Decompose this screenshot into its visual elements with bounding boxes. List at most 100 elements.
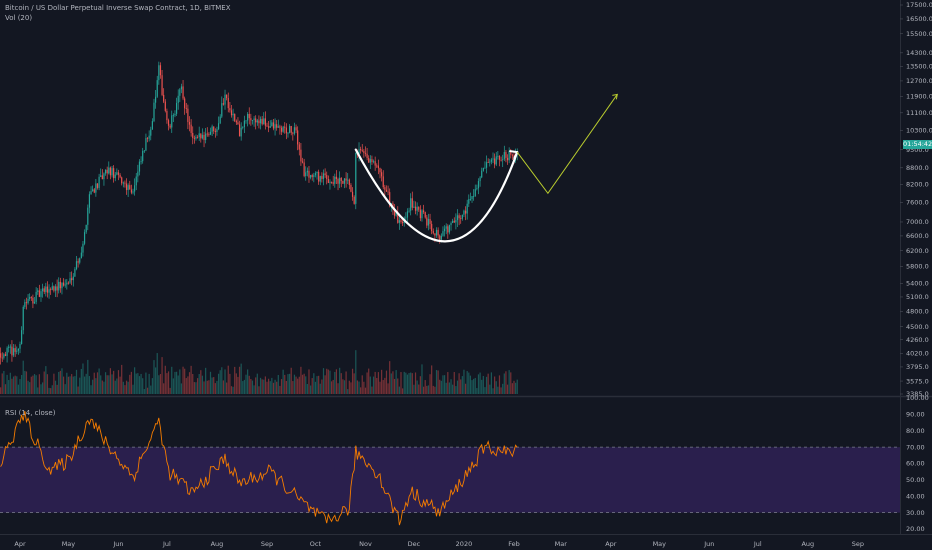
volume-bar <box>443 375 446 394</box>
candle-body <box>280 127 283 132</box>
volume-bar <box>100 375 102 394</box>
candle-body <box>332 182 334 184</box>
volume-bar <box>54 380 57 394</box>
volume-bar <box>295 376 297 394</box>
volume-bar <box>342 379 344 394</box>
candle-body <box>269 126 271 128</box>
volume-bar <box>427 385 430 394</box>
candle-body <box>1 357 3 359</box>
candle-body <box>125 183 128 191</box>
volume-bar <box>432 385 434 394</box>
candle-body <box>318 171 320 182</box>
candle-body <box>479 177 481 182</box>
volume-bar <box>19 379 21 394</box>
rsi-tick-label: 20.00 <box>906 525 925 533</box>
volume-bar <box>101 380 103 394</box>
volume-bar <box>77 386 79 394</box>
volume-bar <box>61 368 63 394</box>
candle-body <box>306 170 308 173</box>
candle-body <box>158 65 160 81</box>
volume-bar <box>71 374 73 394</box>
candle-body <box>276 124 278 128</box>
candle-body <box>104 169 107 174</box>
candle-body <box>145 138 147 151</box>
volume-bar <box>30 376 32 394</box>
candle-body <box>175 102 178 114</box>
price-tick-label: 10300.0 <box>906 127 932 135</box>
volume-bar <box>497 386 499 394</box>
candle-body <box>431 223 433 232</box>
volume-bar <box>510 372 512 394</box>
volume-bar <box>22 360 24 394</box>
candle-body <box>350 184 352 192</box>
candle-body <box>27 298 29 304</box>
candle-body <box>19 343 21 349</box>
candle-body <box>372 161 375 163</box>
volume-bar <box>372 376 375 394</box>
candle-body <box>114 174 116 179</box>
candle-body <box>419 209 421 219</box>
candle-body <box>447 226 449 233</box>
volume-bar <box>347 389 349 394</box>
volume-bar <box>85 373 87 394</box>
volume-bar <box>330 381 333 394</box>
rsi-line <box>0 411 518 526</box>
volume-bar <box>318 375 320 394</box>
candle-body <box>448 225 451 233</box>
volume-bar <box>272 382 275 394</box>
candle-body <box>485 162 488 168</box>
candle-body <box>96 183 99 188</box>
candle-body <box>109 167 112 176</box>
price-tick-label: 17500.0 <box>906 1 932 9</box>
candle-body <box>371 159 373 163</box>
candle-body <box>309 175 312 178</box>
volume-bar <box>361 375 363 394</box>
candle-body <box>156 80 158 97</box>
volume-bar <box>35 375 37 394</box>
candle-body <box>274 124 276 129</box>
volume-bar <box>87 359 89 394</box>
price-tick-label: 6200.0 <box>906 247 929 255</box>
volume-bar <box>397 378 399 394</box>
candle-body <box>38 290 40 297</box>
candle-body <box>255 118 257 123</box>
volume-bar <box>369 376 371 394</box>
volume-bar <box>326 368 328 394</box>
volume-bar <box>474 377 476 394</box>
candle-body <box>201 134 204 139</box>
volume-bar <box>358 381 360 394</box>
price-tick-label: 7600.0 <box>906 199 929 207</box>
candle-body <box>111 168 113 176</box>
volume-bar <box>308 369 310 394</box>
volume-bar <box>111 374 113 394</box>
time-tick-label: Sep <box>852 540 864 548</box>
candle-body <box>88 194 91 208</box>
volume-bar <box>305 376 307 394</box>
volume-bar <box>337 383 339 394</box>
volume-bar <box>290 367 292 394</box>
volume-bar <box>242 381 244 394</box>
candle-body <box>95 183 97 193</box>
candle-body <box>64 284 66 286</box>
price-tick-label: 9500.0 <box>906 146 929 154</box>
volume-bar <box>340 373 342 394</box>
candle-body <box>206 133 208 135</box>
volume-bar <box>416 380 418 394</box>
candle-body <box>368 158 370 163</box>
volume-bar <box>426 385 428 394</box>
volume-bar <box>1 373 3 394</box>
cup-curve <box>354 148 519 243</box>
volume-bar <box>445 382 447 394</box>
candle-body <box>226 94 228 99</box>
volume-bar <box>256 373 258 394</box>
candle-body <box>466 203 468 214</box>
rsi-legend: RSI (14, close) <box>5 408 55 418</box>
candle-body <box>164 101 166 111</box>
volume-bar <box>58 371 60 394</box>
candle-body <box>494 158 496 165</box>
candle-body <box>432 231 434 234</box>
volume-bar <box>481 379 483 394</box>
candle-body <box>221 103 223 117</box>
volume-bar <box>116 378 118 394</box>
candle-body <box>66 282 68 285</box>
